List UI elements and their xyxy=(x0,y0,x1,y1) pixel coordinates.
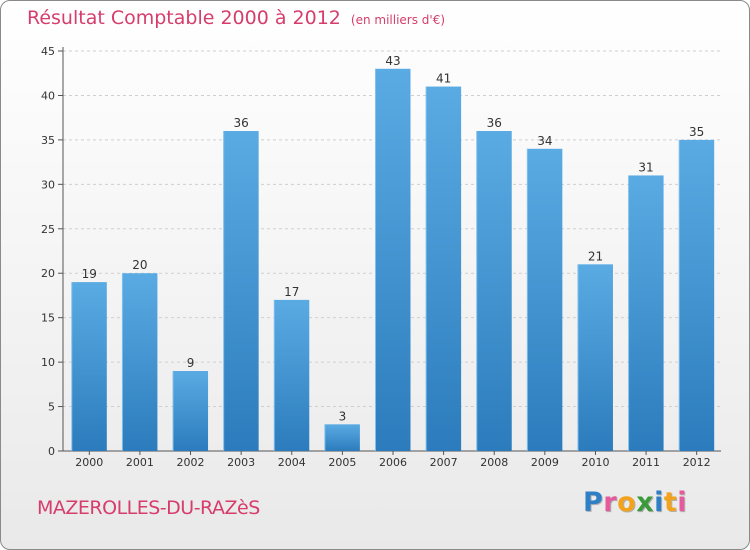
x-tick-label: 2005 xyxy=(328,456,356,469)
bars xyxy=(71,68,715,452)
tick-labels: 0 5 10 15 20 25 30 35 40 45 2000 2001 2002 2003 2004 20… xyxy=(41,45,711,469)
logo-letter: P xyxy=(583,487,604,518)
x-tick-label: 2010 xyxy=(581,456,609,469)
x-tick-label: 2012 xyxy=(683,456,711,469)
bar xyxy=(577,264,613,451)
y-tick-label: 30 xyxy=(41,178,55,191)
chart-subtitle: (en milliers d'€) xyxy=(350,13,446,27)
x-tick-label: 2001 xyxy=(126,456,154,469)
bar xyxy=(527,148,563,451)
y-tick-label: 40 xyxy=(41,89,55,102)
data-label: 19 xyxy=(82,267,97,281)
x-tick-label: 2009 xyxy=(531,456,559,469)
data-label: 3 xyxy=(339,409,347,423)
y-tick-label: 15 xyxy=(41,312,55,325)
x-tick-label: 2006 xyxy=(379,456,407,469)
x-tick-label: 2007 xyxy=(430,456,458,469)
bar xyxy=(426,86,462,452)
logo-letter: r xyxy=(603,487,618,518)
data-labels: 19 20 9 36 17 3 43 41 36 34 21 31 35 xyxy=(82,54,705,424)
bar xyxy=(324,424,360,451)
x-tick-label: 2008 xyxy=(480,456,508,469)
bar xyxy=(274,299,310,451)
x-tick-label: 2003 xyxy=(227,456,255,469)
y-tick-label: 10 xyxy=(41,356,55,369)
bar xyxy=(223,131,259,451)
chart-title: Résultat Comptable 2000 à 2012 xyxy=(27,7,341,29)
data-label: 43 xyxy=(385,54,400,68)
y-tick-label: 0 xyxy=(48,445,55,458)
bar xyxy=(71,282,107,451)
y-tick-label: 20 xyxy=(41,267,55,280)
commune-name: MAZEROLLES-DU-RAZèS xyxy=(37,497,260,519)
bar xyxy=(122,273,158,451)
data-label: 31 xyxy=(638,160,653,174)
data-label: 20 xyxy=(132,258,147,272)
logo-letter: x xyxy=(636,487,655,518)
data-label: 36 xyxy=(234,116,249,130)
logo-letter: o xyxy=(617,487,637,518)
x-tick-label: 2011 xyxy=(632,456,660,469)
bar xyxy=(628,175,664,451)
data-label: 17 xyxy=(284,285,299,299)
y-tick-label: 5 xyxy=(48,401,55,414)
y-tick-label: 45 xyxy=(41,45,55,58)
data-label: 41 xyxy=(436,72,451,86)
proxiti-logo[interactable]: Proxiti xyxy=(583,487,687,518)
data-label: 21 xyxy=(588,249,603,263)
title-row: Résultat Comptable 2000 à 2012 (en millie… xyxy=(27,7,445,29)
data-label: 34 xyxy=(537,134,552,148)
x-tick-label: 2002 xyxy=(177,456,205,469)
bar xyxy=(476,131,512,451)
x-tick-label: 2000 xyxy=(75,456,103,469)
logo-letter: i xyxy=(654,487,664,518)
data-label: 36 xyxy=(487,116,502,130)
x-tick-label: 2004 xyxy=(278,456,306,469)
bar xyxy=(679,139,715,451)
logo-letter: i xyxy=(677,487,688,518)
bar xyxy=(173,371,209,451)
data-label: 9 xyxy=(187,356,195,370)
y-tick-label: 25 xyxy=(41,223,55,236)
y-tick-label: 35 xyxy=(41,134,55,147)
logo-letter: t xyxy=(663,487,678,518)
bar xyxy=(375,68,411,452)
data-label: 35 xyxy=(689,125,704,139)
